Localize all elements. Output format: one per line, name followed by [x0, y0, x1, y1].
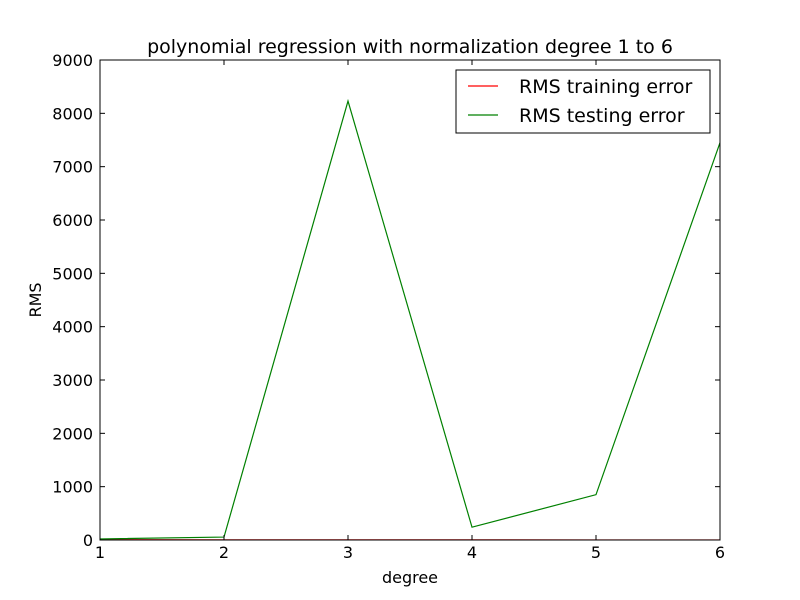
y-axis-title: RMS — [26, 282, 45, 317]
axis-tick-labels: 1 2 3 4 5 6 0 1000 2000 3000 4000 5000 6000 7000 8000 9… — [52, 51, 725, 562]
x-tick-label: 6 — [715, 543, 725, 562]
y-tick-label: 4000 — [52, 318, 93, 337]
x-tick-label: 3 — [343, 543, 353, 562]
y-tick-label: 8000 — [52, 104, 93, 123]
y-tick-label: 3000 — [52, 371, 93, 390]
y-tick-label: 6000 — [52, 211, 93, 230]
chart-legend: RMS training error RMS testing error — [455, 69, 711, 134]
plot-area-frame — [99, 59, 721, 541]
y-tick-label: 2000 — [52, 424, 93, 443]
y-tick-label: 7000 — [52, 158, 93, 177]
x-tick-label: 1 — [95, 543, 105, 562]
y-tick-label: 9000 — [52, 51, 93, 70]
chart-title: polynomial regression with normalization… — [147, 36, 673, 58]
legend-label-testing: RMS testing error — [519, 105, 685, 127]
series-line-testing — [99, 98, 721, 540]
y-tick-label: 1000 — [52, 478, 93, 497]
x-axis-title: degree — [382, 568, 438, 587]
y-tick-label: 5000 — [52, 264, 93, 283]
x-tick-label: 4 — [467, 543, 477, 562]
x-tick-label: 5 — [591, 543, 601, 562]
x-tick-label: 2 — [219, 543, 229, 562]
y-tick-label: 0 — [83, 531, 93, 550]
legend-box — [455, 69, 711, 134]
legend-label-training: RMS training error — [519, 76, 693, 98]
